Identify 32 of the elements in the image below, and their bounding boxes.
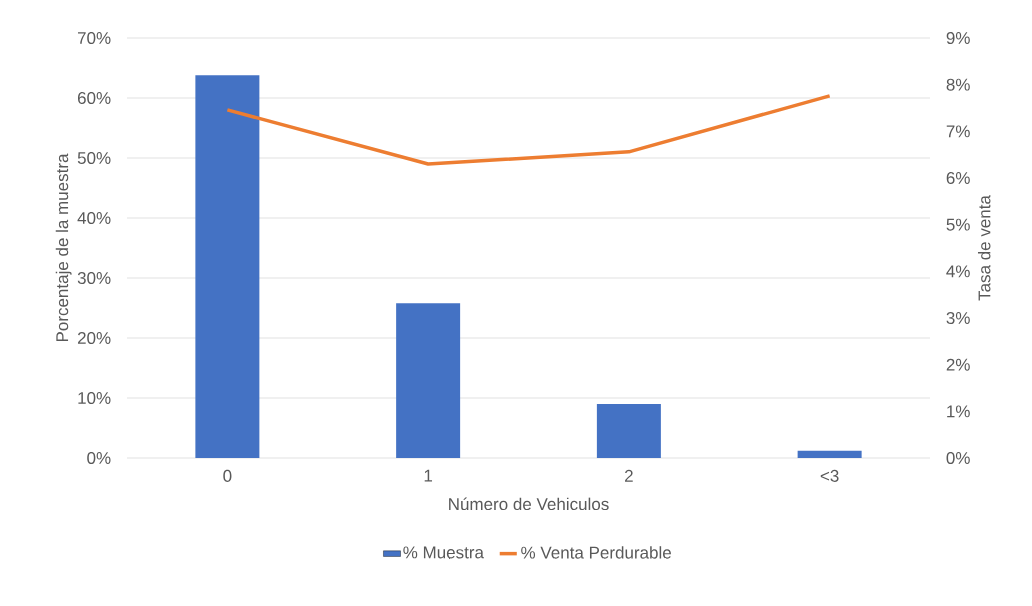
x-tick-label: 2 bbox=[625, 469, 633, 482]
bar bbox=[195, 75, 260, 458]
y-tick-label: 50% bbox=[77, 151, 111, 165]
y2-axis-title: Tasa de venta bbox=[977, 195, 991, 301]
line-series bbox=[225, 94, 832, 166]
y-tick-label: 10% bbox=[78, 391, 111, 405]
y2-tick-label: 3% bbox=[946, 311, 970, 325]
y2-tick-label: 0% bbox=[946, 451, 970, 465]
y2-tick-label: 2% bbox=[946, 358, 970, 371]
y-axis-title: Porcentaje de la muestra bbox=[55, 153, 72, 342]
x-tick-label: 1 bbox=[424, 469, 433, 482]
y2-tick-label: 7% bbox=[946, 125, 970, 138]
legend-label: % Venta Perdurable bbox=[521, 546, 671, 559]
x-axis-title: Número de Vehiculos bbox=[449, 497, 609, 511]
x-tick-label: <3 bbox=[820, 469, 839, 482]
legend-label: % Muestra bbox=[403, 546, 484, 559]
bar bbox=[396, 303, 461, 458]
y-tick-label: 40% bbox=[77, 211, 111, 225]
y-tick-label: 20% bbox=[77, 331, 111, 345]
bar bbox=[596, 404, 661, 458]
bar bbox=[797, 450, 862, 458]
y2-tick-label: 9% bbox=[946, 31, 970, 45]
y-tick-label: 0% bbox=[87, 451, 111, 465]
x-tick-label: 0 bbox=[223, 469, 232, 482]
y2-tick-label: 5% bbox=[946, 218, 970, 231]
y-tick-label: 60% bbox=[77, 91, 111, 105]
y2-tick-label: 6% bbox=[946, 171, 970, 185]
y2-tick-label: 1% bbox=[947, 405, 970, 418]
y2-tick-label: 4% bbox=[946, 265, 970, 278]
y2-tick-label: 8% bbox=[946, 78, 970, 91]
y-tick-label: 30% bbox=[77, 271, 111, 285]
y-tick-label: 70% bbox=[77, 31, 111, 45]
